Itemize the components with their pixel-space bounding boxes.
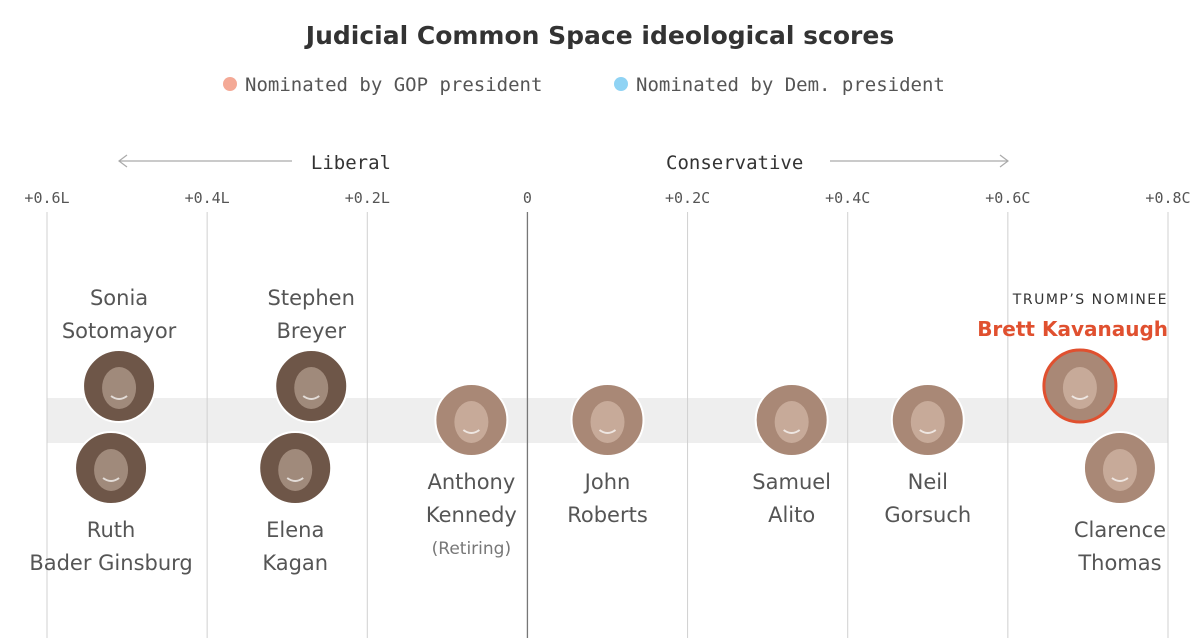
- justice-name: Roberts: [567, 503, 648, 527]
- portrait-face-icon: [1102, 449, 1137, 491]
- tick-label: +0.6C: [985, 189, 1030, 207]
- portrait-face-icon: [278, 449, 313, 491]
- portrait-face-icon: [94, 449, 129, 491]
- portrait-circle: [74, 431, 149, 505]
- justice-markers: Sonia Sotomayor Ruth Bader Ginsburg Stephen B…: [29, 286, 1168, 575]
- portrait-face-icon: [1062, 367, 1097, 409]
- justice-marker: Clarence Thomas: [1074, 431, 1166, 575]
- justice-marker: Neil Gorsuch: [884, 383, 971, 527]
- portrait-smile-icon: [598, 429, 617, 434]
- tick-label: +0.2L: [345, 189, 390, 207]
- legend-label-dem: Nominated by Dem. president: [636, 74, 945, 96]
- portrait-face-icon: [454, 401, 489, 443]
- justice-marker: TRUMP’S NOMINEE Brett Kavanaugh: [977, 292, 1168, 424]
- justice-marker: Samuel Alito: [752, 383, 831, 527]
- justice-name: Thomas: [1077, 551, 1161, 575]
- justice-marker: Elena Kagan: [258, 431, 333, 575]
- portrait-smile-icon: [286, 477, 304, 482]
- portrait-smile-icon: [1111, 477, 1129, 482]
- conservative-label: Conservative: [666, 152, 803, 174]
- tick-labels: +0.6L +0.4L +0.2L 0 +0.2C +0.4C +0.6C +0.8C: [24, 189, 1190, 207]
- portrait-face-icon: [774, 401, 809, 443]
- justice-marker: Stephen Breyer: [268, 286, 355, 423]
- portrait-smile-icon: [783, 429, 801, 434]
- justice-name: Bader Ginsburg: [29, 551, 192, 575]
- portrait-smile-icon: [1071, 395, 1089, 400]
- justice-name: Anthony: [427, 470, 515, 494]
- chart-title: Judicial Common Space ideological scores: [304, 21, 894, 50]
- portrait-circle: [274, 349, 349, 423]
- tick-label: +0.4L: [185, 189, 230, 207]
- justice-name: Clarence: [1074, 518, 1166, 542]
- liberal-arrow-head-icon: [118, 154, 128, 168]
- portrait-circle: [890, 383, 965, 457]
- portrait-circle: [570, 383, 645, 457]
- portrait-circle: [1042, 348, 1118, 424]
- justice-name: Kennedy: [426, 503, 517, 527]
- justice-note: (Retiring): [432, 539, 511, 559]
- portrait-circle: [258, 431, 333, 505]
- legend-swatch-dem: [614, 77, 628, 91]
- portrait-smile-icon: [102, 477, 120, 482]
- justice-name: Neil: [908, 470, 948, 494]
- legend-swatch-gop: [223, 77, 237, 91]
- tick-label: +0.8C: [1145, 189, 1190, 207]
- justice-name: Elena: [266, 518, 324, 542]
- tick-label: 0: [523, 189, 532, 207]
- justice-name: Ruth: [87, 518, 136, 542]
- legend-label-gop: Nominated by GOP president: [245, 74, 542, 96]
- nominee-label: TRUMP’S NOMINEE: [1012, 292, 1168, 308]
- tick-label: +0.2C: [665, 189, 710, 207]
- portrait-circle: [1082, 431, 1157, 505]
- justice-name: Alito: [768, 503, 815, 527]
- portrait-circle: [82, 349, 157, 423]
- legend: Nominated by GOP president Nominated by …: [223, 74, 945, 96]
- justice-name: Sonia: [90, 286, 148, 310]
- justice-name: Kagan: [262, 551, 328, 575]
- portrait-circle: [434, 383, 509, 457]
- conservative-arrow-head-icon: [999, 154, 1009, 168]
- justice-name: Sotomayor: [62, 319, 177, 343]
- justice-name: Brett Kavanaugh: [977, 317, 1168, 341]
- justice-name: John: [583, 470, 631, 494]
- justice-marker: Sonia Sotomayor: [62, 286, 177, 423]
- justice-name: Samuel: [752, 470, 831, 494]
- portrait-smile-icon: [110, 395, 128, 400]
- portrait-smile-icon: [919, 429, 937, 434]
- portrait-smile-icon: [462, 429, 480, 434]
- portrait-face-icon: [102, 367, 137, 409]
- portrait-face-icon: [294, 367, 329, 409]
- portrait-face-icon: [910, 401, 945, 443]
- direction-labels: Liberal Conservative: [118, 152, 1009, 174]
- justice-marker: Ruth Bader Ginsburg: [29, 431, 193, 575]
- tick-label: +0.6L: [24, 189, 69, 207]
- justice-name: Gorsuch: [884, 503, 971, 527]
- justice-name: Stephen: [268, 286, 355, 310]
- justice-name: Breyer: [276, 319, 346, 343]
- gridlines: [46, 212, 1169, 638]
- portrait-face-icon: [590, 401, 625, 443]
- liberal-label: Liberal: [311, 152, 391, 174]
- portrait-smile-icon: [302, 395, 320, 400]
- justice-marker: John Roberts: [567, 383, 648, 527]
- portrait-circle: [754, 383, 829, 457]
- tick-label: +0.4C: [825, 189, 870, 207]
- justice-marker: Anthony Kennedy (Retiring): [426, 383, 517, 559]
